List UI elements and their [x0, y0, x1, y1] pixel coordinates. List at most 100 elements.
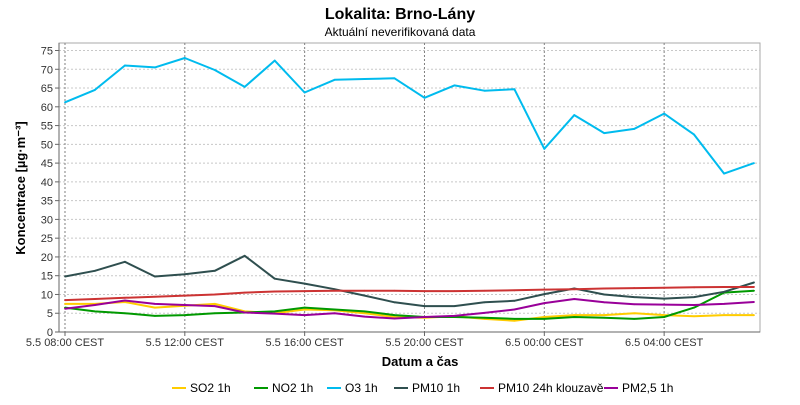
data-point: [453, 305, 456, 308]
data-point: [723, 172, 725, 175]
grid-lines: [59, 43, 760, 332]
data-point: [124, 312, 126, 315]
data-point: [633, 128, 636, 130]
series-line-o3-1h: [64, 57, 755, 175]
data-point: [573, 114, 576, 116]
data-point: [273, 312, 276, 315]
data-point: [363, 315, 366, 318]
data-point: [543, 293, 546, 295]
y-tick-label: 65: [41, 83, 53, 95]
plot-frame: [58, 42, 761, 333]
data-point: [663, 297, 666, 300]
y-tick-label: 0: [47, 327, 53, 339]
data-point: [633, 317, 636, 320]
data-point: [513, 317, 516, 320]
data-point: [124, 64, 126, 67]
data-point: [183, 57, 186, 59]
data-point: [603, 301, 606, 304]
data-point: [723, 286, 725, 288]
data-point: [393, 289, 396, 292]
legend-label: NO2 1h: [272, 381, 313, 395]
data-point: [333, 308, 336, 311]
data-point: [124, 299, 126, 302]
series-o3-1h: [64, 57, 755, 175]
data-point: [64, 275, 66, 278]
data-point: [543, 316, 546, 318]
y-tick-label: 30: [41, 214, 53, 226]
data-point: [303, 308, 306, 311]
data-point: [693, 315, 695, 318]
y-tick-label: 5: [47, 308, 53, 320]
data-point: [453, 290, 456, 292]
data-point: [393, 317, 396, 320]
data-point: [183, 314, 186, 317]
data-point: [153, 302, 156, 305]
x-tick-label: 6.5 04:00 CEST: [625, 337, 704, 349]
data-point: [513, 299, 516, 302]
y-tick-label: 55: [41, 121, 53, 133]
y-tick-label: 15: [41, 271, 53, 283]
data-point: [213, 293, 216, 296]
data-point: [94, 310, 96, 313]
data-point: [273, 277, 276, 280]
data-point: [94, 269, 96, 272]
data-point: [723, 290, 725, 293]
data-point: [573, 298, 576, 300]
data-point: [243, 254, 246, 257]
data-point: [723, 314, 725, 317]
data-point: [273, 310, 276, 313]
legend-item: O3 1h: [327, 381, 378, 395]
plot-area: [58, 42, 761, 333]
data-point: [543, 288, 546, 291]
y-tick-label: 25: [41, 233, 53, 245]
data-point: [753, 314, 755, 317]
chart-subtitle: Aktuální neverifikovaná data: [325, 25, 476, 39]
data-point: [513, 319, 516, 322]
axes: 0 5 10 15 20 25 30 35 40 45 50 55 60 65 70 75 5.5 08:00 …: [26, 43, 760, 349]
data-point: [363, 289, 366, 292]
data-point: [453, 314, 456, 317]
data-point: [633, 303, 636, 306]
y-tick-label: 40: [41, 177, 53, 189]
data-point: [483, 301, 486, 304]
data-point: [213, 312, 216, 315]
x-axis-label: Datum a čas: [382, 354, 459, 369]
legend: SO2 1h NO2 1h O3 1h PM10 1h PM10 24h klouzav…: [172, 381, 673, 395]
data-point: [94, 298, 96, 300]
data-point: [603, 314, 606, 317]
series-line-pm10-24h-klouzav: [64, 286, 754, 302]
data-point: [543, 147, 546, 150]
data-point: [423, 316, 426, 318]
data-point: [333, 289, 336, 292]
x-tick-label: 6.5 00:00 CEST: [505, 337, 584, 349]
data-point: [513, 88, 516, 91]
data-point: [243, 291, 246, 294]
data-point: [513, 308, 516, 311]
data-point: [693, 306, 695, 309]
data-point: [693, 133, 695, 136]
data-point: [303, 282, 306, 285]
data-point: [153, 66, 156, 69]
data-point: [363, 78, 366, 80]
data-point: [663, 286, 666, 289]
data-point: [603, 293, 606, 296]
y-tick-label: 70: [41, 64, 53, 76]
series-pm10-24h-klouzav: [64, 286, 755, 302]
data-point: [423, 96, 426, 99]
data-point: [423, 290, 426, 292]
data-point: [183, 304, 186, 306]
data-point: [573, 314, 576, 317]
data-point: [603, 132, 606, 134]
data-point: [94, 304, 96, 306]
data-point: [153, 306, 156, 309]
data-point: [393, 77, 396, 80]
data-point: [273, 59, 276, 62]
legend-item: PM10 24h klouzavě: [480, 381, 604, 395]
data-point: [723, 302, 725, 305]
data-point: [753, 162, 755, 165]
data-point: [513, 289, 516, 292]
data-point: [94, 89, 96, 91]
data-point: [273, 290, 276, 293]
data-point: [573, 288, 576, 291]
data-point: [213, 269, 216, 272]
